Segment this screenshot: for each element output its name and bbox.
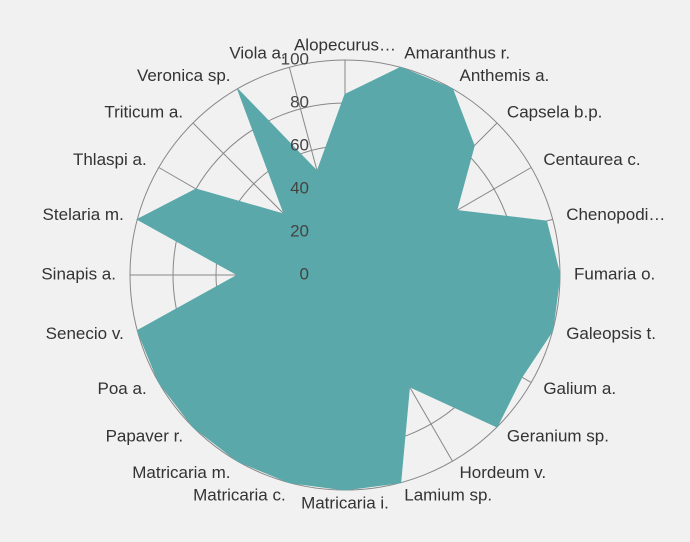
category-label: Papaver r.	[106, 426, 184, 445]
y-tick-label: 80	[290, 92, 309, 111]
category-label: Matricaria m.	[132, 463, 230, 482]
radar-area	[136, 66, 561, 491]
category-label: Sinapis a.	[41, 264, 116, 283]
category-label: Galium a.	[543, 379, 616, 398]
y-tick-label: 60	[290, 135, 309, 154]
category-label: Chenopodi…	[566, 205, 665, 224]
category-label: Veronica sp.	[137, 66, 231, 85]
category-label: Lamium sp.	[404, 486, 492, 505]
category-label: Geranium sp.	[507, 426, 609, 445]
category-label: Amaranthus r.	[404, 43, 510, 62]
category-label: Galeopsis t.	[566, 324, 656, 343]
category-label: Matricaria i.	[301, 493, 389, 512]
category-label: Capsela b.p.	[507, 103, 602, 122]
y-tick-label: 100	[281, 49, 309, 68]
y-tick-label: 40	[290, 178, 309, 197]
category-label: Fumaria o.	[574, 264, 655, 283]
y-tick-label: 0	[300, 264, 309, 283]
category-label: Hordeum v.	[460, 463, 547, 482]
category-label: Stelaria m.	[43, 205, 124, 224]
category-label: Matricaria c.	[193, 486, 286, 505]
y-tick-label: 20	[290, 221, 309, 240]
category-label: Senecio v.	[46, 324, 124, 343]
category-label: Alopecurus…	[294, 35, 396, 54]
category-label: Poa a.	[98, 379, 147, 398]
category-label: Thlaspi a.	[73, 150, 147, 169]
category-label: Triticum a.	[104, 103, 183, 122]
category-label: Anthemis a.	[460, 66, 550, 85]
category-label: Viola a.	[229, 43, 285, 62]
category-label: Centaurea c.	[543, 150, 640, 169]
